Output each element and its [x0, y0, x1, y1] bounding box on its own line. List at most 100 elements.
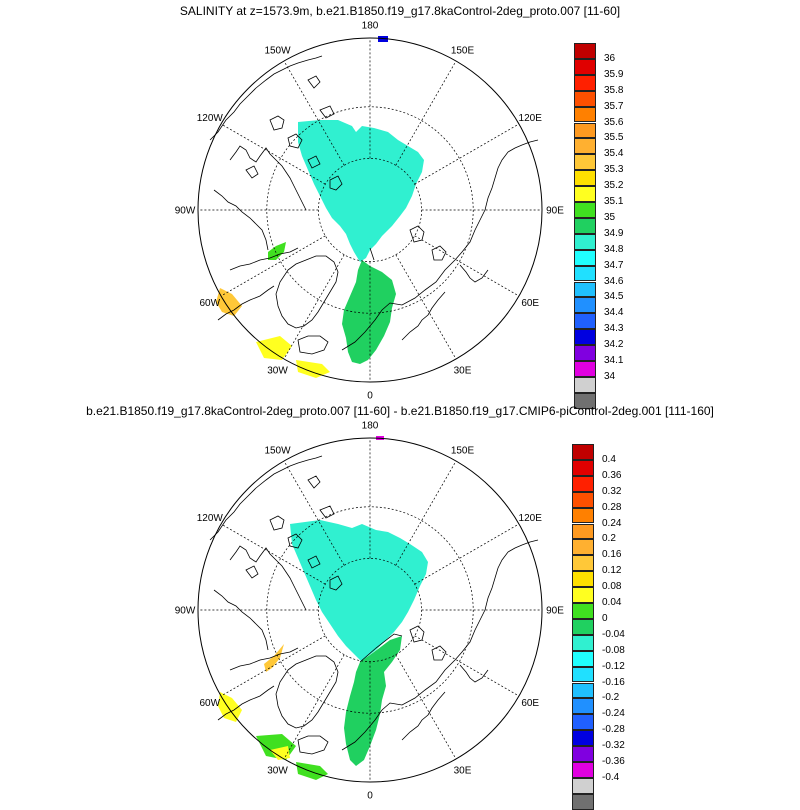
colorbar-swatch	[572, 777, 594, 794]
colorbar-label: 34.6	[604, 275, 624, 287]
longitude-label: 150E	[451, 45, 475, 56]
map-boundary	[197, 37, 543, 383]
colorbar-swatch	[574, 106, 596, 123]
iceland-coastline	[297, 735, 329, 755]
longitude-label: 60W	[200, 698, 221, 709]
colorbar-label: 34.5	[604, 291, 624, 303]
salinity-region-patch	[256, 336, 292, 360]
svalbard-coastline	[409, 625, 447, 661]
colorbar-label: 0.08	[602, 581, 622, 593]
latitude-circle	[266, 506, 474, 714]
meridian-line	[283, 254, 345, 360]
colorbar-swatch	[574, 170, 596, 187]
colorbar-swatch	[572, 444, 594, 460]
colorbar-label: 0.2	[602, 533, 616, 545]
colorbar-swatch	[574, 138, 596, 155]
meridian-line	[414, 635, 520, 697]
salinity-region-patch	[268, 242, 286, 260]
colorbar-label: 0.36	[602, 469, 622, 481]
colorbar-swatch	[572, 618, 594, 635]
eurasia-coastline	[341, 539, 539, 751]
meridian-line	[283, 460, 345, 566]
colorbar-swatch	[572, 555, 594, 572]
colorbar-label: -0.28	[602, 724, 625, 736]
salinity-region-cyan	[298, 120, 424, 262]
colorbar-label: -0.08	[602, 644, 625, 656]
north-america-coastline	[209, 55, 323, 321]
colorbar-label: 0	[602, 612, 608, 624]
salinity-region-patch	[296, 762, 328, 780]
salinity-region-patch	[264, 644, 284, 672]
panel2-polar-map: 0 30E 60E 90E 120E 150E 180 150W 120W 90W 60W 30W	[175, 421, 565, 802]
colorbar-swatch	[574, 43, 596, 59]
colorbar-label: -0.16	[602, 676, 625, 688]
colorbar-label: 34	[604, 370, 616, 382]
longitude-label: 30W	[267, 366, 288, 377]
colorbar-label: 0.28	[602, 501, 622, 513]
colorbar-swatch	[574, 90, 596, 107]
greenland-coastline	[275, 255, 339, 329]
longitude-label: 150E	[451, 445, 475, 456]
longitude-label: 60E	[521, 298, 539, 309]
colorbar-swatch	[574, 281, 596, 298]
svalbard-coastline	[409, 225, 447, 261]
contour-line	[359, 633, 403, 663]
colorbar-label: 34.1	[604, 355, 624, 366]
colorbar-label: -0.12	[602, 660, 625, 672]
colorbar-swatch	[572, 746, 594, 762]
colorbar-label: 35.5	[604, 132, 624, 144]
colorbar-swatch	[574, 345, 596, 361]
colorbar-swatch	[574, 154, 596, 171]
salinity-region-patch	[218, 692, 242, 722]
colorbar-swatch	[574, 376, 596, 393]
colorbar-swatch	[572, 459, 594, 476]
colorbar-swatch	[574, 122, 596, 139]
colorbar-label: 0.24	[602, 517, 622, 529]
meridian-line	[414, 235, 520, 297]
colorbar-swatch	[574, 265, 596, 282]
colorbar-swatch	[574, 74, 596, 91]
longitude-label: 30E	[454, 766, 472, 777]
salinity-region-green	[344, 636, 402, 766]
meridian-line	[283, 654, 345, 760]
colorbar-swatch	[572, 682, 594, 699]
colorbar-label: 35.4	[604, 148, 624, 160]
salinity-region-patch	[296, 360, 330, 378]
panel1-polar-map: 0 30E 60E 90E 120E 150E 180 150W 120W 90W 60W 30W	[175, 21, 565, 402]
colorbar-swatch	[574, 329, 596, 346]
longitude-label: 150W	[264, 45, 291, 56]
longitude-label: 90E	[546, 206, 564, 217]
meridian-line	[395, 654, 457, 760]
colorbar-label: 34.3	[604, 323, 624, 335]
colorbar-swatch	[574, 233, 596, 250]
colorbar-swatch	[574, 297, 596, 314]
colorbar-swatch	[572, 634, 594, 651]
iceland-coastline	[297, 335, 329, 355]
meridian-line	[414, 523, 520, 585]
longitude-label: 120W	[197, 513, 224, 524]
salinity-region-cyan	[290, 520, 428, 662]
colorbar-label: -0.04	[602, 628, 625, 640]
colorbar-swatch	[574, 202, 596, 218]
colorbar-label: 35.6	[604, 116, 624, 128]
longitude-label: 90W	[175, 206, 196, 217]
salinity-region-patch	[270, 746, 290, 760]
colorbar-swatch	[572, 491, 594, 508]
map-boundary	[197, 437, 543, 783]
meridian-line	[395, 460, 457, 566]
meridian-line	[395, 60, 457, 166]
longitude-label: 30W	[267, 766, 288, 777]
colorbar-swatch	[572, 507, 594, 524]
colorbar-label: 34.2	[604, 339, 624, 351]
colorbar-swatch	[574, 58, 596, 75]
colorbar-label: 35.1	[604, 196, 624, 207]
colorbar-label: 0.16	[602, 549, 622, 561]
colorbar-label: 34.7	[604, 259, 624, 271]
meridian-line	[283, 60, 345, 166]
colorbar-swatch	[574, 313, 596, 330]
meridian-line	[220, 635, 326, 697]
longitude-label: 90E	[546, 606, 564, 617]
colorbar-swatch	[574, 361, 596, 377]
colorbar-swatch	[572, 571, 594, 588]
colorbar-swatch	[572, 666, 594, 683]
